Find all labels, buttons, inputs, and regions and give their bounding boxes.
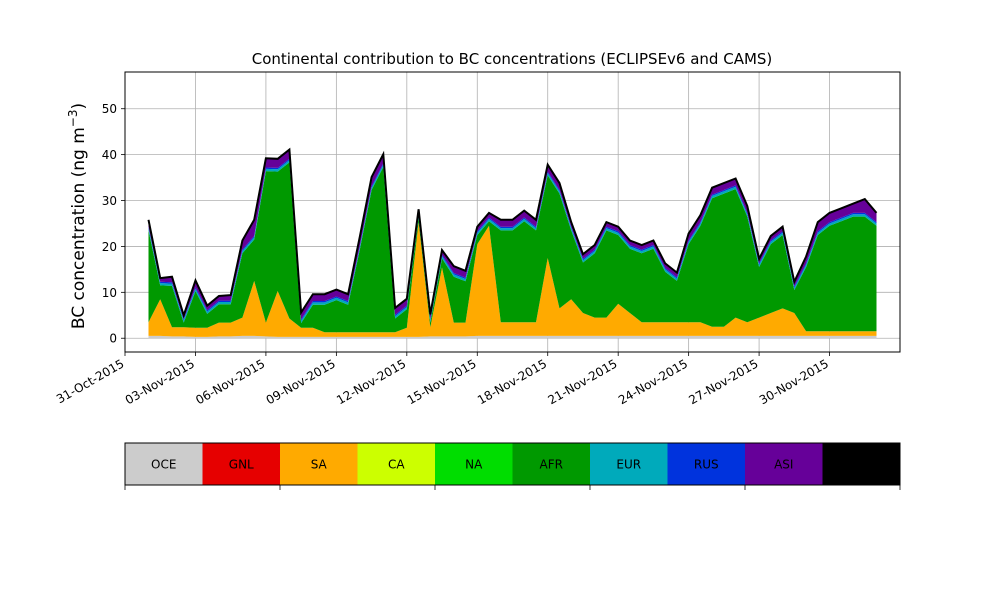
x-tick-label: 27-Nov-2015 [686, 356, 760, 407]
plot-border [124, 71, 901, 353]
legend-swatch-rus [667, 443, 745, 485]
legend-swatch-ca [357, 443, 435, 485]
legend-label-afr: AFR [540, 458, 563, 472]
y-tick-label: 40 [102, 148, 117, 162]
x-tick-label: 15-Nov-2015 [405, 356, 479, 407]
y-tick-label: 10 [102, 286, 117, 300]
chart-title: Continental contribution to BC concentra… [252, 50, 773, 68]
x-tick-label: 30-Nov-2015 [757, 356, 831, 407]
legend-label-gnl: GNL [229, 458, 254, 472]
legend-swatch-na [435, 443, 513, 485]
legend-swatch-asi [745, 443, 823, 485]
x-axis: 31-Oct-201503-Nov-201506-Nov-201509-Nov-… [54, 352, 831, 407]
legend-border [124, 442, 901, 486]
y-tick-label: 0 [109, 332, 117, 346]
y-axis-label: BC concentration (ng m−3) [66, 103, 89, 329]
x-tick-label: 21-Nov-2015 [545, 356, 619, 407]
y-axis-label-close: ) [69, 103, 89, 110]
legend-label-na: NA [465, 458, 483, 472]
y-tick-label: 50 [102, 102, 117, 116]
legend-label-aus: AUS [849, 458, 874, 472]
x-tick-label: 03-Nov-2015 [123, 356, 197, 407]
legend-label-asi: ASI [774, 458, 793, 472]
x-tick-label: 18-Nov-2015 [475, 356, 549, 407]
legend-label-sa: SA [311, 458, 328, 472]
x-tick-label: 12-Nov-2015 [334, 356, 408, 407]
y-axis-label-main: BC concentration (ng m [69, 127, 89, 329]
legend-swatch-eur [590, 443, 668, 485]
legend-label-rus: RUS [694, 458, 719, 472]
y-tick-label: 30 [102, 194, 117, 208]
y-tick-label: 20 [102, 240, 117, 254]
x-tick-label: 31-Oct-2015 [54, 356, 126, 406]
legend-swatch-afr [512, 443, 590, 485]
legend-label-oce: OCE [151, 458, 176, 472]
x-tick-label: 24-Nov-2015 [616, 356, 690, 407]
series-area-afr [148, 162, 877, 333]
y-axis-label-unit-sup: −3 [66, 109, 80, 127]
legend-swatch-oce [125, 443, 203, 485]
plot-frame [124, 71, 901, 353]
plot-areas [147, 147, 878, 339]
y-axis: 0 10 20 30 40 50 [102, 102, 125, 346]
legend-label-eur: EUR [616, 458, 641, 472]
legend-swatch-gnl [202, 443, 280, 485]
series-area-oce [148, 335, 877, 339]
legend-swatch-aus [822, 443, 900, 485]
series-area-sa [148, 222, 877, 337]
x-tick-label: 06-Nov-2015 [193, 356, 267, 407]
total-outline [147, 147, 878, 319]
x-tick-label: 09-Nov-2015 [264, 356, 338, 407]
legend-swatch-sa [280, 443, 358, 485]
legend-label-ca: CA [388, 458, 405, 472]
legend: OCE GNL SA CA NA AFR EUR RUS ASI AUS [124, 442, 901, 490]
